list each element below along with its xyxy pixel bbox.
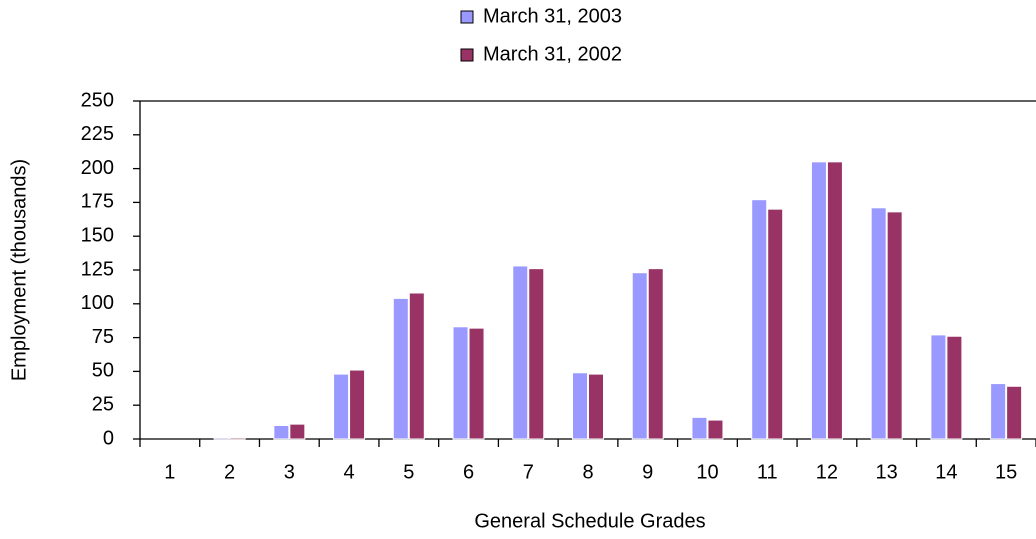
bar — [691, 416, 708, 440]
bar — [349, 369, 366, 440]
bar — [886, 211, 903, 440]
x-tick-label: 13 — [876, 461, 898, 483]
y-tick-label: 125 — [81, 258, 114, 280]
y-axis-title: Employment (thousands) — [8, 159, 30, 381]
x-tick-label: 11 — [757, 461, 778, 483]
x-tick-label: 7 — [523, 461, 534, 483]
bar — [333, 373, 350, 440]
x-tick-label: 10 — [696, 461, 718, 483]
legend-label: March 31, 2003 — [483, 5, 622, 27]
bar — [213, 437, 230, 440]
legend-swatch — [460, 10, 474, 24]
bar — [452, 326, 469, 440]
bar — [1006, 385, 1023, 440]
y-tick-label: 150 — [81, 224, 114, 246]
x-tick-label: 14 — [935, 461, 957, 483]
bar — [810, 161, 827, 440]
y-tick-label: 75 — [92, 326, 114, 348]
y-tick-label: 225 — [81, 123, 114, 145]
y-tick-label: 250 — [81, 89, 114, 111]
bar — [273, 424, 290, 440]
bar — [392, 297, 409, 440]
bar — [647, 268, 664, 440]
bar — [767, 208, 784, 440]
y-tick-label: 200 — [81, 157, 114, 179]
bar — [468, 327, 485, 440]
x-tick-label: 15 — [995, 461, 1017, 483]
bar — [707, 419, 724, 440]
bar — [990, 383, 1007, 440]
y-tick-label: 50 — [92, 360, 114, 382]
bar — [946, 335, 963, 440]
bar — [930, 334, 947, 440]
bar — [512, 265, 529, 440]
bar — [631, 272, 648, 440]
y-tick-label: 175 — [81, 191, 114, 213]
legend-swatch — [460, 48, 474, 62]
x-tick-label: 1 — [164, 461, 175, 483]
x-tick-label: 5 — [403, 461, 414, 483]
bar — [751, 199, 768, 440]
y-tick-label: 100 — [81, 292, 114, 314]
x-tick-label: 8 — [582, 461, 593, 483]
bar — [870, 207, 887, 440]
x-tick-label: 9 — [642, 461, 653, 483]
bar — [572, 372, 588, 440]
x-tick-label: 4 — [344, 461, 355, 483]
bar — [528, 268, 545, 440]
bar — [408, 292, 425, 440]
x-axis-title: General Schedule Grades — [474, 510, 705, 532]
y-tick-label: 0 — [103, 427, 114, 449]
bar — [588, 373, 604, 440]
legend-label: March 31, 2002 — [483, 43, 622, 65]
x-tick-label: 6 — [463, 461, 474, 483]
y-tick-label: 25 — [92, 393, 114, 415]
x-tick-label: 3 — [284, 461, 295, 483]
x-tick-label: 2 — [224, 461, 235, 483]
bar — [289, 423, 306, 440]
bar — [826, 161, 843, 440]
x-tick-label: 12 — [816, 461, 838, 483]
bar — [229, 437, 246, 440]
